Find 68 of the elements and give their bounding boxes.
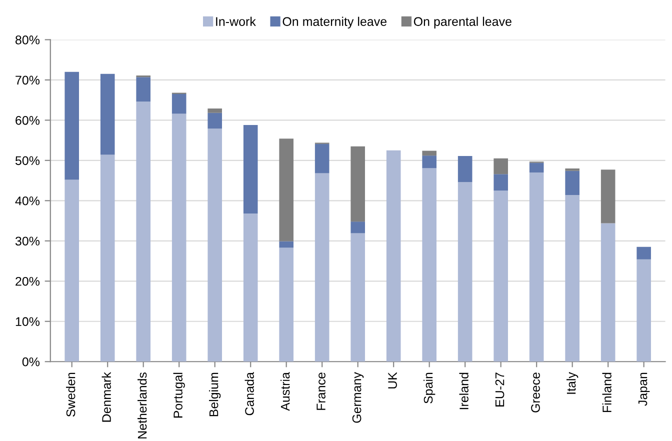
bar [64, 180, 79, 362]
bar [208, 128, 222, 362]
bar [172, 94, 186, 114]
bar [636, 259, 651, 362]
bar [350, 222, 365, 234]
bar [422, 156, 436, 168]
bar [600, 223, 616, 362]
bar [458, 182, 472, 362]
x-tick-label: Austria [280, 372, 290, 411]
x-tick-label: Sweden [66, 372, 76, 417]
y-tick-label: 40% [15, 196, 40, 206]
x-tick-label: Greece [531, 372, 540, 412]
bar [636, 246, 651, 260]
bar [100, 154, 115, 362]
bar [386, 150, 401, 362]
x-tick-label: Denmark [102, 372, 111, 422]
bar [422, 150, 436, 156]
x-tick-label: Belgium [209, 372, 221, 416]
bar [494, 158, 508, 174]
y-tick-label: 0% [22, 357, 40, 366]
x-tick-label: Canada [244, 372, 254, 416]
legend-label: In-work [216, 16, 256, 26]
bar [494, 190, 508, 362]
bar [208, 112, 222, 129]
bar [172, 114, 186, 362]
bar [243, 125, 258, 214]
bar [565, 168, 580, 171]
bar [136, 102, 150, 362]
x-tick-label: Ireland [459, 372, 468, 410]
bar [565, 195, 580, 362]
bar [529, 172, 544, 362]
bar [458, 156, 472, 182]
y-tick-label: 70% [16, 76, 40, 85]
bar [64, 72, 79, 180]
bar [208, 108, 222, 113]
bar [279, 241, 294, 248]
bar [494, 174, 508, 191]
bar [136, 77, 150, 102]
bar [279, 138, 294, 242]
bar [350, 146, 365, 222]
x-tick-label: EU-27 [495, 372, 504, 406]
legend-label: On parental leave [414, 16, 512, 28]
y-tick-label: 60% [16, 116, 40, 125]
legend-label: On maternity leave [282, 16, 387, 28]
bar [529, 162, 544, 172]
x-tick-label: UK [388, 372, 397, 388]
y-tick-label: 20% [16, 276, 40, 286]
x-tick-label: Netherlands [138, 372, 147, 438]
y-tick-label: 10% [16, 317, 40, 326]
x-tick-label: Finland [602, 372, 612, 412]
x-tick-label: Portugal [173, 372, 185, 418]
bar [314, 144, 330, 174]
x-tick-label: Japan [638, 372, 650, 406]
y-tick-label: 80% [16, 35, 40, 44]
y-tick-label: 50% [15, 156, 40, 166]
bar [314, 173, 330, 362]
bar [600, 170, 616, 224]
x-tick-label: Germany [352, 372, 364, 423]
bar [100, 74, 115, 155]
bar [422, 168, 436, 362]
x-tick-label: France [316, 372, 326, 410]
x-tick-label: Italy [566, 372, 578, 394]
bar [243, 214, 258, 362]
y-tick-label: 30% [15, 236, 40, 246]
bar [565, 170, 580, 196]
bar [350, 233, 365, 362]
bar [279, 248, 294, 362]
x-tick-label: Spain [424, 372, 436, 404]
